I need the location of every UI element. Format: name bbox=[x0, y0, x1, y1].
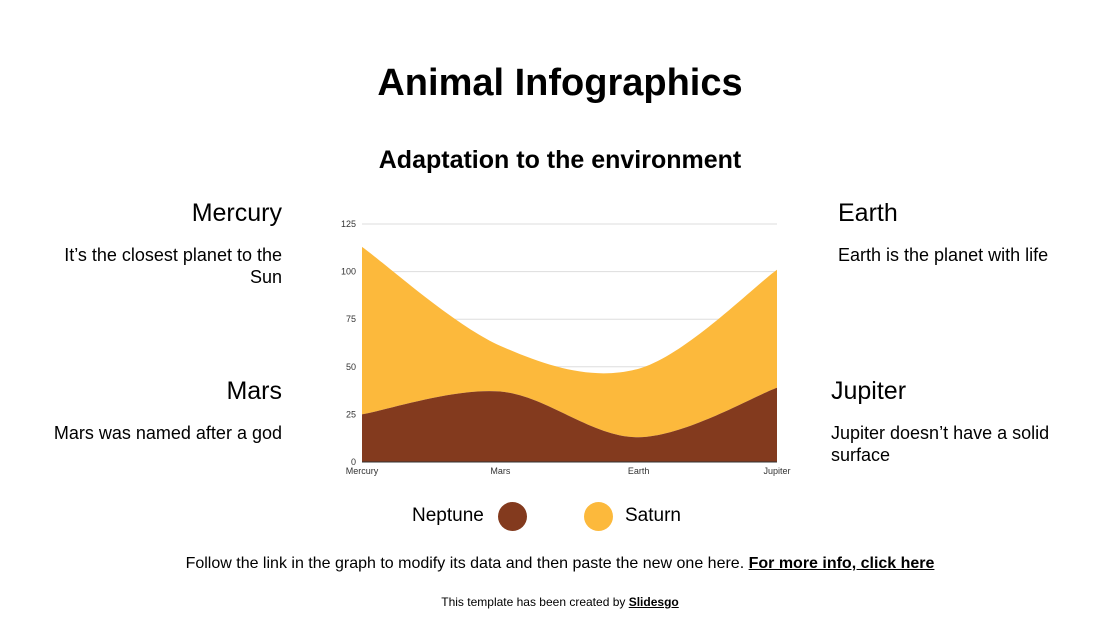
mars-text: Mars was named after a god bbox=[53, 423, 282, 443]
y-tick-label: 0 bbox=[351, 457, 356, 467]
earth-block: Earth Earth is the planet with life bbox=[838, 199, 1088, 266]
jupiter-heading: Jupiter bbox=[831, 377, 907, 405]
mercury-text: It’s the closest planet to the Sun bbox=[64, 245, 282, 287]
footer-note: Follow the link in the graph to modify i… bbox=[0, 555, 1120, 573]
earth-text: Earth is the planet with life bbox=[838, 245, 1049, 265]
legend-item-saturn: Saturn bbox=[584, 499, 681, 533]
x-tick-label: Jupiter bbox=[763, 466, 790, 476]
area-saturn bbox=[362, 246, 777, 438]
mars-heading: Mars bbox=[226, 377, 282, 405]
y-tick-label: 100 bbox=[341, 267, 356, 277]
earth-heading: Earth bbox=[838, 199, 898, 227]
slide-title: Animal Infographics bbox=[377, 62, 743, 104]
x-tick-label: Mars bbox=[490, 466, 510, 476]
areas bbox=[362, 246, 777, 463]
stacked-area-chart: 0 25 50 75 100 125 Mercury Mars Earth Jupiter bbox=[341, 219, 791, 476]
area-neptune bbox=[362, 387, 777, 462]
y-axis-ticks: 0 25 50 75 100 125 bbox=[341, 219, 356, 467]
x-axis-ticks: Mercury Mars Earth Jupiter bbox=[346, 466, 791, 476]
chart-legend: Neptune Saturn bbox=[0, 499, 1120, 533]
y-tick-label: 25 bbox=[346, 409, 356, 419]
legend-label-saturn: Saturn bbox=[625, 505, 681, 526]
y-tick-label: 125 bbox=[341, 219, 356, 229]
slidesgo-link[interactable]: Slidesgo bbox=[628, 595, 679, 609]
legend-swatch-saturn bbox=[584, 501, 613, 531]
jupiter-block: Jupiter Jupiter doesn’t have a solid sur… bbox=[831, 377, 1081, 466]
legend-label-neptune: Neptune bbox=[412, 505, 484, 526]
x-tick-label: Earth bbox=[628, 466, 650, 476]
legend-item-neptune: Neptune bbox=[412, 499, 527, 533]
credit-text: This template has been created by bbox=[441, 595, 626, 609]
y-tick-label: 75 bbox=[346, 314, 356, 324]
mercury-heading: Mercury bbox=[191, 199, 282, 227]
legend-swatch-neptune bbox=[497, 501, 527, 531]
y-tick-label: 50 bbox=[346, 362, 356, 372]
jupiter-text: Jupiter doesn’t have a solid surface bbox=[831, 423, 1050, 465]
chart-subtitle: Adaptation to the environment bbox=[378, 146, 742, 174]
mercury-block: Mercury It’s the closest planet to the S… bbox=[32, 199, 282, 288]
footer-note-text: Follow the link in the graph to modify i… bbox=[185, 555, 745, 572]
mars-block: Mars Mars was named after a god bbox=[32, 377, 282, 444]
more-info-link[interactable]: For more info, click here bbox=[748, 555, 935, 572]
template-credit: This template has been created by Slides… bbox=[0, 595, 1120, 609]
x-tick-label: Mercury bbox=[346, 466, 379, 476]
